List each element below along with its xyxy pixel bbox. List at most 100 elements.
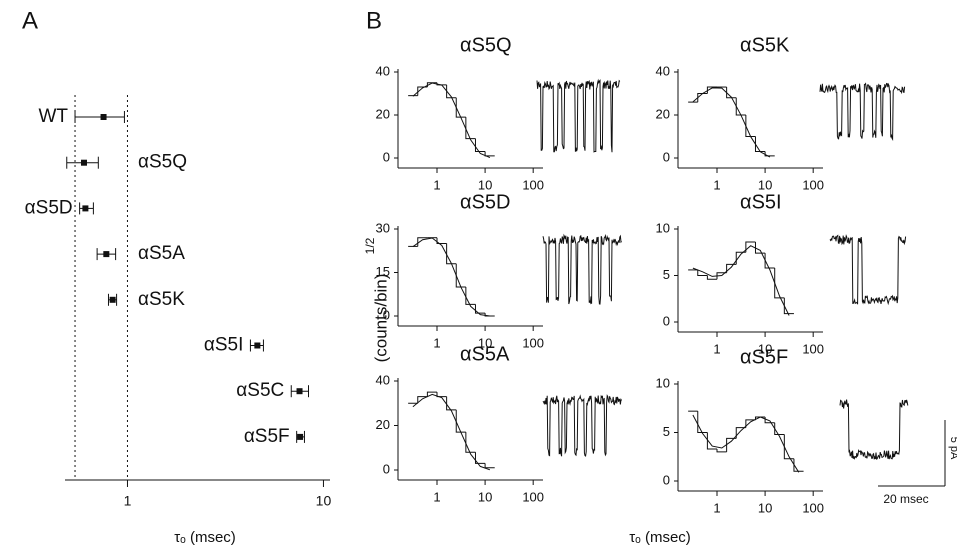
y-tick-label: 20 [376,417,390,432]
histogram-bin [726,437,737,452]
histogram-bin [455,409,466,433]
histogram-bin [726,87,737,99]
x-tick-label: 10 [478,177,492,192]
category-label: αS5D [25,197,73,218]
histogram-bin [474,138,486,153]
category-label: WT [38,106,68,127]
y-tick-label: 20 [656,106,670,121]
x-tick-label: 1 [713,500,720,515]
histogram-bin [745,419,756,428]
category-label: αS5K [138,289,185,310]
histogram-bin [745,115,756,137]
histogram-bin [735,97,746,116]
histogram-bin [754,136,766,153]
y-tick-label: 0 [383,461,390,476]
x-tick-label: 100 [522,335,544,350]
chart-title: αS5D [460,191,510,213]
x-tick-label: 1 [713,177,720,192]
chart-title: αS5I [740,191,782,213]
y-tick-label: 30 [376,220,390,235]
panel-label: B [366,7,382,34]
histogram-bin [764,151,775,157]
x-axis-label: τₒ (msec) [629,529,691,546]
fit-curve [692,87,771,158]
y-tick-label: 20 [376,106,390,121]
point [297,433,304,440]
point [82,205,89,212]
y-tick-label: 0 [663,313,670,328]
x-tick-label: 1 [433,489,440,504]
histogram-bin [697,93,708,103]
panel-label: A [22,7,38,34]
x-tick-label: 1 [433,335,440,350]
y-tick-label: 40 [376,372,390,387]
histogram-bin [474,452,486,464]
y-tick-label: 10 [656,375,670,390]
current-trace [839,399,909,461]
x-tick-label: 10 [316,493,332,509]
point [296,388,303,395]
chart-title: αS5F [740,346,788,368]
y-tick-label: 10 [656,220,670,235]
fit-curve [692,414,800,473]
current-trace [542,233,622,305]
x-axis-label: τₒ (msec) [174,529,236,546]
histogram-bin [783,434,794,460]
histogram-bin [484,463,495,469]
y-tick-label: 0 [663,472,670,487]
histogram-bin [436,392,447,398]
category-label: αS5F [244,426,290,447]
histogram-bin [706,432,718,450]
y-tick-label: 40 [376,63,390,78]
y-tick-label: 0 [383,149,390,164]
point [254,342,261,349]
histogram-bin [484,313,495,317]
chart-title: αS5K [740,34,790,56]
x-tick-label: 100 [802,500,824,515]
histogram-bin [455,263,466,288]
fit-curve [412,393,491,471]
category-label: αS5C [236,380,284,401]
point [103,251,110,258]
current-trace [536,78,621,153]
category-label: αS5I [204,335,244,356]
point [109,296,116,303]
histogram-bin [465,432,476,453]
scale-label: 5 pA [948,437,957,460]
x-tick-label: 10 [478,489,492,504]
histogram-bin [446,396,457,411]
current-trace [829,234,907,306]
histogram-bin [774,268,785,299]
x-tick-label: 100 [522,177,544,192]
histogram-bin [764,253,775,269]
histogram-bin [465,287,476,305]
current-trace [819,82,906,141]
x-tick-label: 10 [758,500,772,515]
histogram-bin [745,241,756,253]
y-tick-label: 15 [376,264,390,279]
x-tick-label: 1 [124,493,132,509]
histogram-bin [706,275,718,280]
category-label: αS5Q [138,152,187,173]
histogram-bin [716,272,727,280]
histogram-bin [735,427,746,439]
x-tick-label: 100 [802,177,824,192]
chart-title: αS5Q [460,34,512,56]
y-tick-label: 40 [656,63,670,78]
histogram-bin [793,458,804,472]
point [80,159,87,166]
fit-curve [412,82,491,159]
histogram-bin [697,269,708,276]
fit-curve [692,245,790,316]
histogram-bin [455,97,466,118]
y-tick-label: 5 [663,424,670,439]
histogram-bin [706,86,718,94]
x-tick-label: 1 [713,341,720,356]
histogram-bin [446,84,457,99]
y-axis-label-exponent: 1/2 [363,237,377,254]
x-tick-label: 100 [802,341,824,356]
histogram-bin [446,243,457,265]
histogram-bin [436,237,447,244]
